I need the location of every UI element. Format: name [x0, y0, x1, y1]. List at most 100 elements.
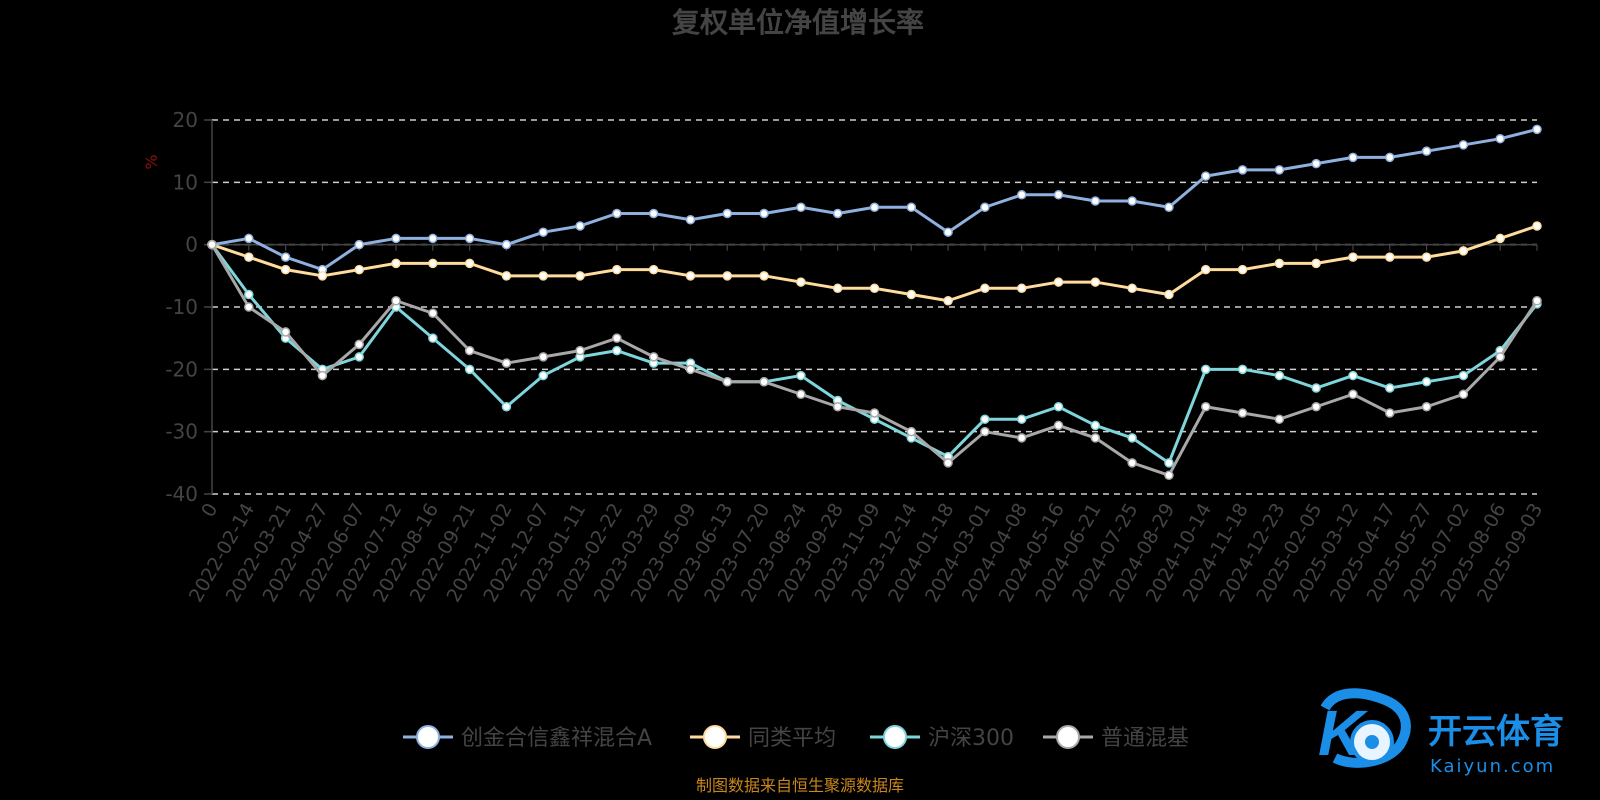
data-point[interactable]	[244, 233, 254, 244]
data-point[interactable]	[1348, 370, 1358, 381]
data-point[interactable]	[428, 233, 438, 244]
data-point[interactable]	[1201, 364, 1211, 375]
data-point[interactable]	[612, 345, 622, 356]
data-point[interactable]	[832, 401, 843, 412]
data-point[interactable]	[538, 370, 548, 381]
data-point[interactable]	[501, 401, 512, 412]
data-point[interactable]	[648, 352, 659, 362]
data-point[interactable]	[575, 345, 585, 356]
data-point[interactable]	[796, 370, 806, 381]
data-point[interactable]	[1532, 296, 1542, 306]
data-point[interactable]	[1495, 352, 1505, 362]
data-point[interactable]	[391, 233, 401, 244]
data-point[interactable]	[1090, 196, 1101, 206]
data-point[interactable]	[1458, 246, 1469, 256]
data-point[interactable]	[1016, 283, 1027, 294]
data-point[interactable]	[244, 302, 254, 312]
data-point[interactable]	[722, 208, 733, 219]
legend-item[interactable]: 创金合信鑫祥混合A	[403, 725, 652, 751]
data-point[interactable]	[648, 264, 659, 275]
data-point[interactable]	[428, 258, 438, 269]
data-point[interactable]	[980, 283, 990, 294]
data-point[interactable]	[832, 283, 843, 294]
data-point[interactable]	[1237, 408, 1248, 418]
data-point[interactable]	[244, 289, 254, 300]
data-point[interactable]	[501, 271, 512, 281]
data-point[interactable]	[501, 358, 512, 368]
data-point[interactable]	[1090, 433, 1101, 443]
legend-item[interactable]: 同类平均	[690, 725, 836, 751]
data-point[interactable]	[980, 202, 990, 213]
data-point[interactable]	[722, 377, 733, 387]
data-point[interactable]	[759, 271, 769, 281]
data-point[interactable]	[685, 271, 696, 281]
data-point[interactable]	[317, 370, 328, 381]
data-point[interactable]	[1348, 252, 1358, 262]
data-point[interactable]	[1421, 252, 1432, 262]
data-point[interactable]	[464, 258, 475, 269]
data-point[interactable]	[391, 296, 401, 306]
data-point[interactable]	[943, 458, 953, 468]
data-point[interactable]	[1385, 408, 1395, 418]
data-point[interactable]	[1421, 146, 1432, 156]
data-point[interactable]	[1495, 133, 1505, 144]
data-point[interactable]	[1495, 233, 1505, 244]
data-point[interactable]	[1311, 401, 1321, 412]
data-point[interactable]	[244, 252, 254, 262]
data-point[interactable]	[1053, 420, 1064, 431]
data-point[interactable]	[869, 283, 880, 294]
data-point[interactable]	[1421, 401, 1432, 412]
data-point[interactable]	[612, 264, 622, 275]
data-point[interactable]	[759, 377, 769, 387]
data-point[interactable]	[1053, 401, 1064, 412]
data-point[interactable]	[1127, 283, 1137, 294]
data-point[interactable]	[1385, 252, 1395, 262]
data-point[interactable]	[538, 227, 548, 237]
data-point[interactable]	[1016, 433, 1027, 443]
data-point[interactable]	[1164, 470, 1174, 481]
data-point[interactable]	[1385, 152, 1395, 163]
data-point[interactable]	[1201, 264, 1211, 275]
data-point[interactable]	[980, 426, 990, 437]
data-point[interactable]	[1237, 364, 1248, 375]
data-point[interactable]	[1311, 158, 1321, 169]
data-point[interactable]	[1532, 124, 1542, 135]
data-point[interactable]	[1458, 389, 1469, 400]
data-point[interactable]	[906, 426, 917, 437]
data-point[interactable]	[648, 208, 659, 219]
data-point[interactable]	[354, 339, 364, 350]
data-point[interactable]	[1274, 258, 1285, 269]
data-point[interactable]	[1274, 414, 1285, 424]
data-point[interactable]	[1127, 433, 1137, 443]
data-point[interactable]	[1201, 171, 1211, 181]
data-point[interactable]	[1090, 420, 1101, 431]
data-point[interactable]	[612, 333, 622, 343]
data-point[interactable]	[464, 364, 475, 375]
data-point[interactable]	[464, 233, 475, 244]
data-point[interactable]	[1311, 383, 1321, 393]
data-point[interactable]	[391, 258, 401, 269]
data-point[interactable]	[1458, 140, 1469, 150]
data-point[interactable]	[1311, 258, 1321, 269]
data-point[interactable]	[980, 414, 990, 424]
data-point[interactable]	[1016, 414, 1027, 424]
data-point[interactable]	[722, 271, 733, 281]
data-point[interactable]	[280, 264, 291, 275]
data-point[interactable]	[1201, 401, 1211, 412]
data-point[interactable]	[464, 345, 475, 356]
data-point[interactable]	[1237, 264, 1248, 275]
data-point[interactable]	[796, 202, 806, 213]
data-point[interactable]	[354, 239, 364, 250]
data-point[interactable]	[1348, 389, 1358, 400]
data-point[interactable]	[501, 239, 512, 250]
data-point[interactable]	[1016, 190, 1027, 200]
data-point[interactable]	[1458, 370, 1469, 381]
data-point[interactable]	[317, 271, 328, 281]
data-point[interactable]	[759, 208, 769, 219]
data-point[interactable]	[1274, 370, 1285, 381]
data-point[interactable]	[538, 271, 548, 281]
data-point[interactable]	[943, 227, 953, 237]
data-point[interactable]	[1127, 458, 1137, 468]
legend-item[interactable]: 普通混基	[1043, 725, 1189, 751]
legend-item[interactable]: 沪深300	[870, 725, 1014, 751]
